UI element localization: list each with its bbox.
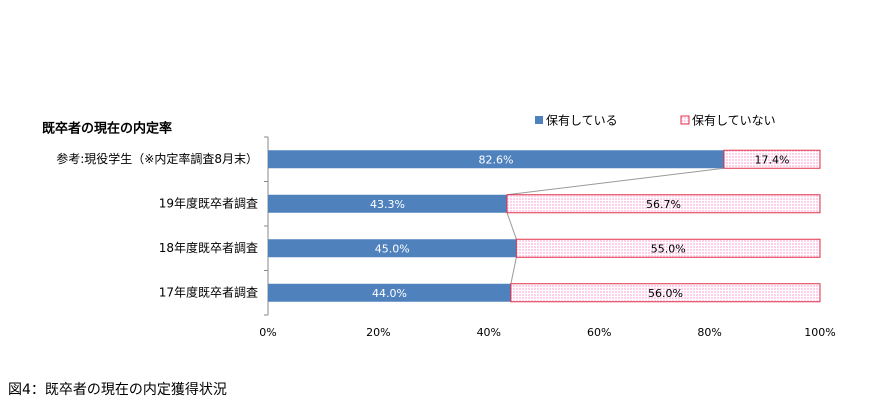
legend-label: 保有していない (692, 114, 776, 128)
y-tick-label: 18年度既卒者調査 (159, 240, 258, 255)
bar-segment (506, 194, 821, 214)
caption: 図4：既卒者の現在の内定獲得状況 (8, 381, 227, 398)
data-label: 56.0% (648, 287, 683, 300)
series-line (506, 212, 517, 240)
bar-segment (510, 283, 821, 303)
data-label: 82.6% (478, 153, 513, 166)
y-tick-label: 参考:現役学生（※内定率調査8月末） (56, 151, 258, 166)
legend-swatch (680, 115, 690, 125)
y-tick-label: 17年度既卒者調査 (159, 284, 258, 299)
x-tick-label: 20% (366, 326, 390, 339)
data-label: 43.3% (370, 198, 405, 211)
series-line (506, 167, 725, 196)
data-label: 56.7% (646, 198, 681, 211)
bar-segment (723, 149, 821, 169)
x-tick-label: 100% (804, 326, 835, 339)
x-tick-label: 0% (259, 326, 276, 339)
bar-segment (268, 283, 511, 302)
series-line (510, 257, 517, 284)
x-tick-label: 80% (697, 326, 721, 339)
data-label: 45.0% (375, 242, 410, 255)
data-label: 17.4% (754, 153, 789, 166)
y-tick-label: 19年度既卒者調査 (159, 195, 258, 210)
bar-segment (515, 238, 821, 258)
legend-label: 保有している (546, 114, 618, 128)
bar-segment (268, 150, 724, 169)
x-tick-label: 60% (587, 326, 611, 339)
x-tick-label: 40% (477, 326, 501, 339)
chart-title: 既卒者の現在の内定率 (42, 121, 172, 137)
bar-segment (268, 239, 517, 258)
data-label: 44.0% (372, 287, 407, 300)
data-label: 55.0% (651, 242, 686, 255)
legend-swatch (535, 116, 543, 124)
bar-segment (268, 194, 508, 213)
